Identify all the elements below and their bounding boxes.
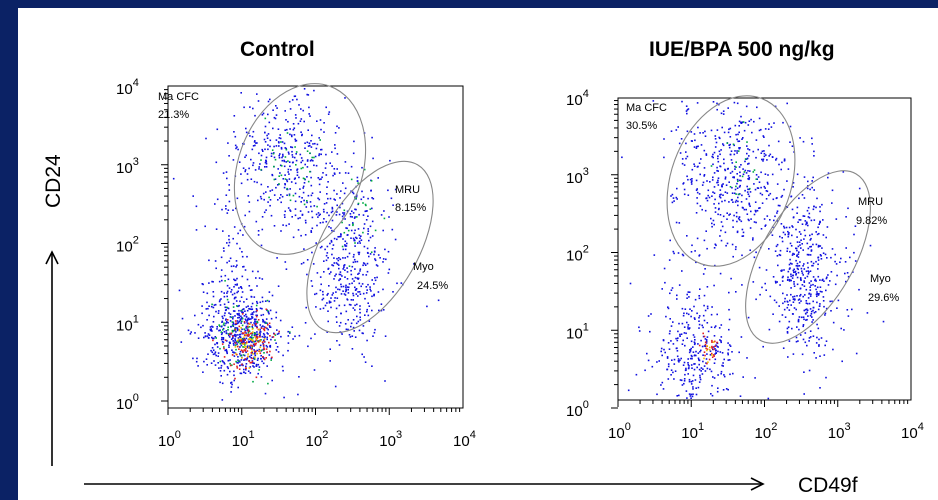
- gate-mru: [745, 170, 871, 344]
- bpa-plot: Ma CFC 30.5% MRU 9.82% Myo 29.6% 100 100 101 101 1…: [566, 88, 924, 442]
- y-tick-label: 103: [116, 156, 139, 177]
- y-tick-label: 100: [566, 399, 589, 420]
- gate-label-myo: Myo: [413, 261, 434, 273]
- y-tick-label: 104: [566, 88, 589, 109]
- bpa-plot-title: IUE/BPA 500 ng/kg: [649, 38, 835, 61]
- x-tick-label: 101: [681, 421, 704, 442]
- event-dots: [172, 88, 440, 401]
- y-tick-label: 102: [566, 244, 589, 265]
- gate-mru: [306, 160, 434, 334]
- gate-label-ma-cfc: Ma CFC: [626, 102, 667, 114]
- y-tick-label: 103: [566, 166, 589, 187]
- x-tick-label: 101: [232, 429, 255, 450]
- gate-ma-cfc: [666, 95, 796, 267]
- y-tick-label: 104: [116, 77, 139, 98]
- x-tick-label: 100: [608, 421, 631, 442]
- y-tick-label: 101: [566, 321, 589, 342]
- gate-ma-cfc: [233, 83, 367, 255]
- control-plot: Ma CFC 21.3% MRU 8.15% Myo 24.5% 100 100 101 101 1…: [116, 77, 476, 450]
- x-tick-label: 100: [158, 429, 181, 450]
- gate-percent-mru: 9.82%: [856, 215, 887, 227]
- slide: Control IUE/BPA 500 ng/kg CD24 CD49f Ma …: [18, 8, 938, 500]
- y-tick-label: 100: [116, 392, 139, 413]
- gate-label-myo: Myo: [870, 273, 891, 285]
- x-axis-title: CD49f: [798, 474, 858, 497]
- gate-label-ma-cfc: Ma CFC: [158, 91, 199, 103]
- event-dots: [621, 100, 885, 400]
- gate-percent-ma-cfc: 30.5%: [626, 120, 657, 132]
- x-tick-label: 102: [306, 429, 329, 450]
- y-axis-arrow: [45, 250, 59, 466]
- gate-percent-myo: 29.6%: [868, 292, 899, 304]
- x-axis-arrow: [84, 477, 765, 491]
- x-tick-label: 104: [901, 421, 924, 442]
- plot-frame: [167, 85, 464, 409]
- y-tick-label: 101: [116, 313, 139, 334]
- x-tick-label: 103: [379, 429, 402, 450]
- control-plot-title: Control: [240, 38, 315, 61]
- flow-cytometry-figure: Ma CFC 21.3% MRU 8.15% Myo 24.5% 100 100 101 101 1…: [45, 77, 924, 491]
- gate-label-mru: MRU: [858, 196, 883, 208]
- x-tick-label: 104: [453, 429, 476, 450]
- y-tick-label: 102: [116, 235, 139, 256]
- axis-ticks: [611, 100, 909, 409]
- x-tick-label: 102: [755, 421, 778, 442]
- gate-percent-mru: 8.15%: [395, 202, 426, 214]
- gate-percent-ma-cfc: 21.3%: [158, 109, 189, 121]
- gate-label-mru: MRU: [395, 184, 420, 196]
- axis-ticks: [161, 89, 461, 415]
- gate-percent-myo: 24.5%: [417, 280, 448, 292]
- x-tick-label: 103: [828, 421, 851, 442]
